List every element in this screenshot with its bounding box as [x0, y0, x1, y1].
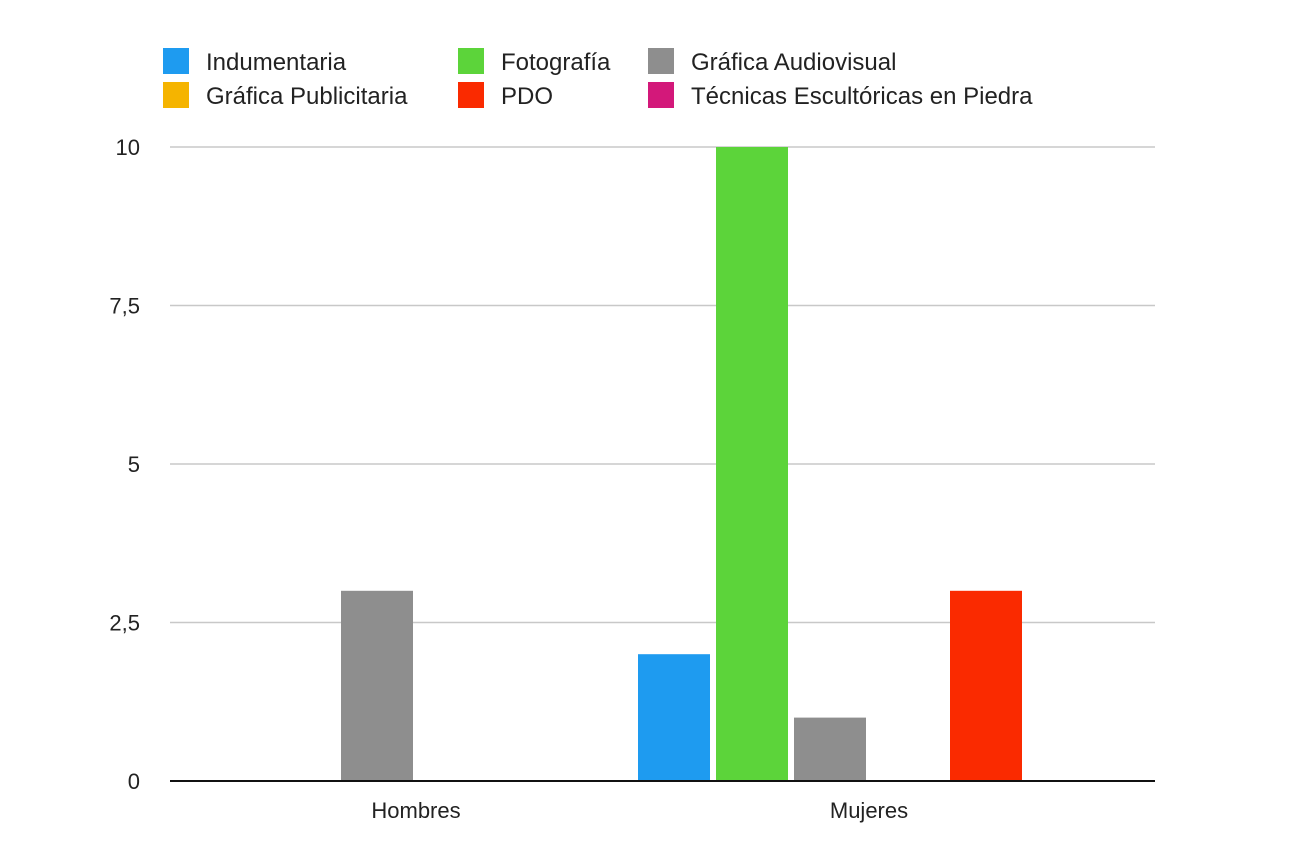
bar-mujeres-series-3: [794, 717, 866, 781]
legend-swatch-6: [648, 82, 674, 108]
legend-swatch-5: [458, 82, 484, 108]
legend-swatch-1: [163, 48, 189, 74]
bar-mujeres-series-1: [638, 654, 710, 781]
y-tick-label-1: 0: [128, 769, 140, 794]
legend-label-2: Fotografía: [501, 49, 611, 76]
legend-label-1: Indumentaria: [206, 49, 347, 76]
x-category-label-1: Hombres: [371, 798, 460, 823]
bars: [341, 147, 1022, 781]
grid-lines: [170, 146, 1155, 624]
y-tick-label-2: 2,5: [109, 611, 140, 636]
bar-mujeres-series-5: [950, 590, 1022, 781]
x-axis: Hombres Mujeres: [170, 780, 1155, 823]
bar-hombres-series-3: [341, 590, 413, 781]
legend-label-6: Técnicas Escultóricas en Piedra: [691, 83, 1033, 110]
y-axis: 0 2,5 5 7,5 10: [109, 135, 140, 794]
y-tick-label-3: 5: [128, 452, 140, 477]
legend: Indumentaria Fotografía Gráfica Audiovisua…: [163, 48, 1033, 110]
legend-swatch-4: [163, 82, 189, 108]
legend-label-3: Gráfica Audiovisual: [691, 49, 896, 76]
legend-label-4: Gráfica Publicitaria: [206, 83, 408, 110]
x-category-label-2: Mujeres: [830, 798, 908, 823]
y-tick-label-4: 7,5: [109, 294, 140, 319]
y-tick-label-5: 10: [116, 135, 140, 160]
legend-swatch-3: [648, 48, 674, 74]
legend-label-5: PDO: [501, 83, 553, 110]
legend-swatch-2: [458, 48, 484, 74]
bar-mujeres-series-2: [716, 147, 788, 781]
